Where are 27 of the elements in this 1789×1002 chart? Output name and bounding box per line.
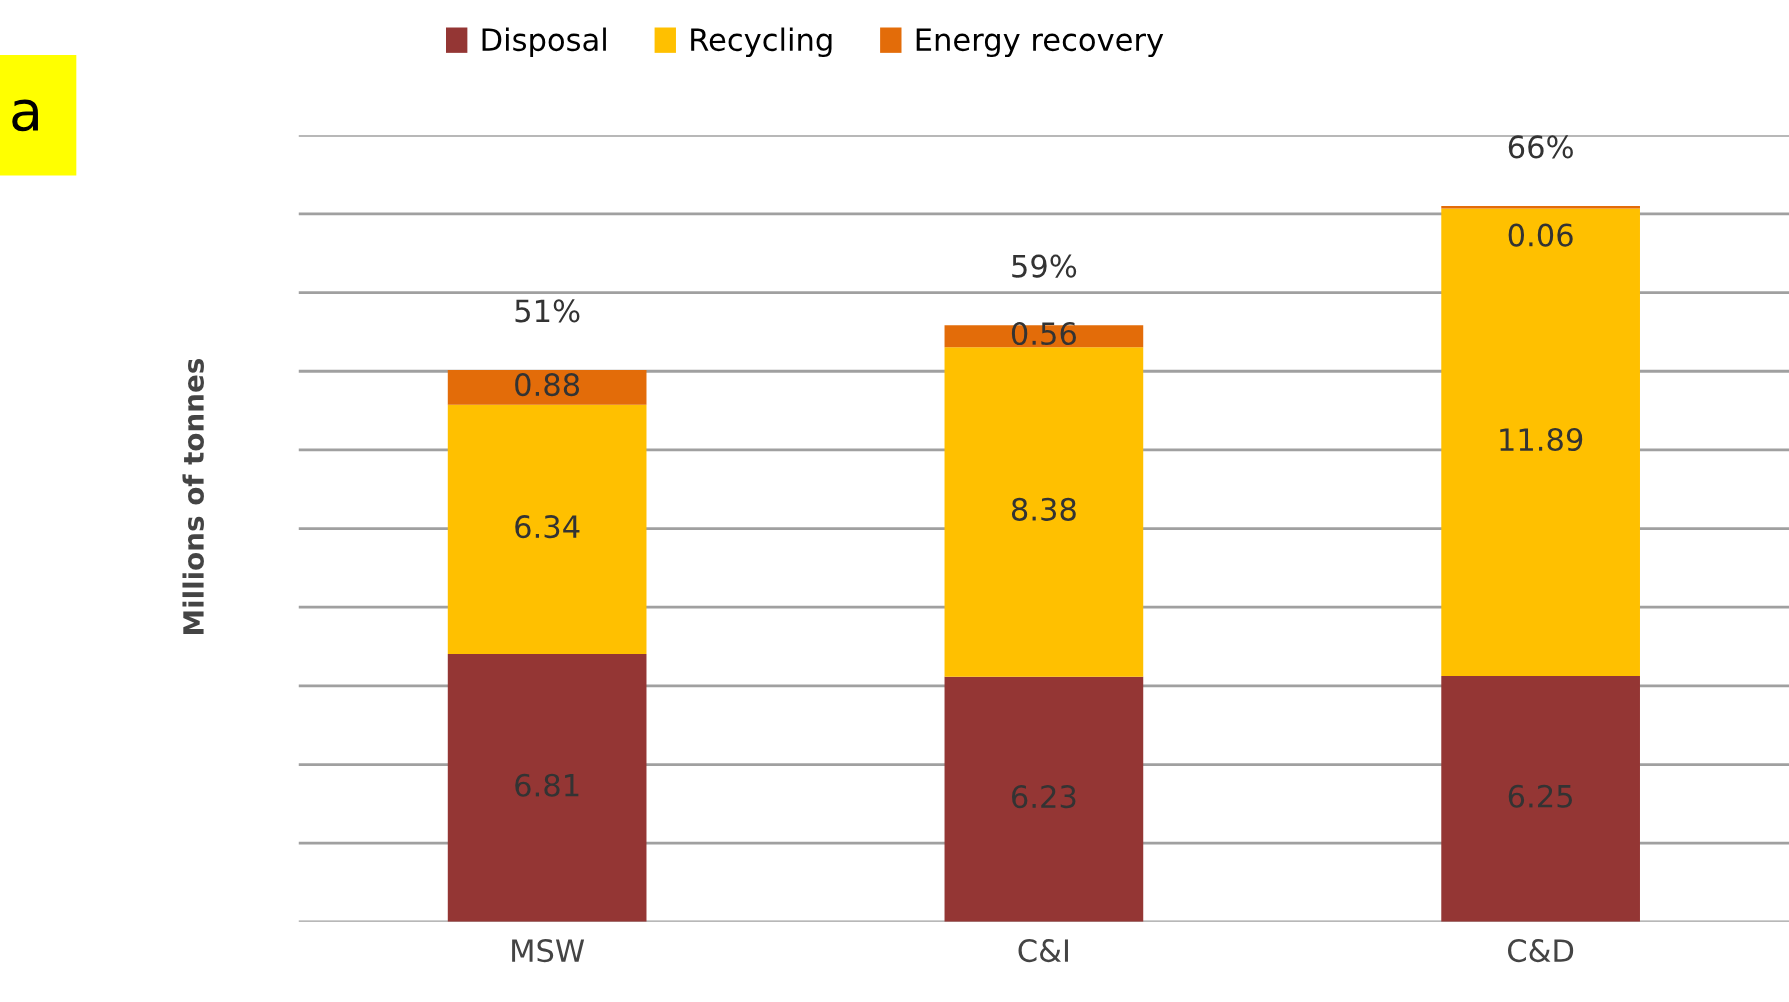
bar <box>944 676 1144 922</box>
data-label: 8.38 <box>1011 497 1076 521</box>
data-label: 0.06 <box>1508 223 1573 247</box>
data-label: 0.88 <box>515 373 580 397</box>
annotation: 66% <box>1508 135 1573 159</box>
text: a <box>12 99 38 132</box>
data-label: 6.23 <box>1012 785 1076 809</box>
annotation: 59% <box>1012 254 1077 278</box>
bar <box>447 370 647 405</box>
y-axis-title: Millions of tonnes <box>182 358 204 634</box>
annotation: 51% <box>515 299 580 323</box>
legend-label: Energy recovery <box>916 28 1164 58</box>
data-label: 6.81 <box>515 773 579 797</box>
bar <box>1441 676 1640 922</box>
legend-label: Disposal <box>482 27 606 58</box>
bar <box>1441 208 1640 677</box>
data-label: 0.56 <box>1011 321 1076 346</box>
data-label: 6.34 <box>515 515 580 539</box>
legend-label: Recycling <box>691 27 832 58</box>
x-tick-label: C&D <box>1507 939 1574 963</box>
data-label: 11.89 <box>1500 427 1583 452</box>
bar <box>447 404 647 655</box>
x-tick-label: C&I <box>1018 939 1068 963</box>
x-tick-label: MSW <box>512 939 585 963</box>
bar <box>944 347 1144 677</box>
data-label: 6.25 <box>1508 784 1572 808</box>
bar <box>447 654 647 922</box>
